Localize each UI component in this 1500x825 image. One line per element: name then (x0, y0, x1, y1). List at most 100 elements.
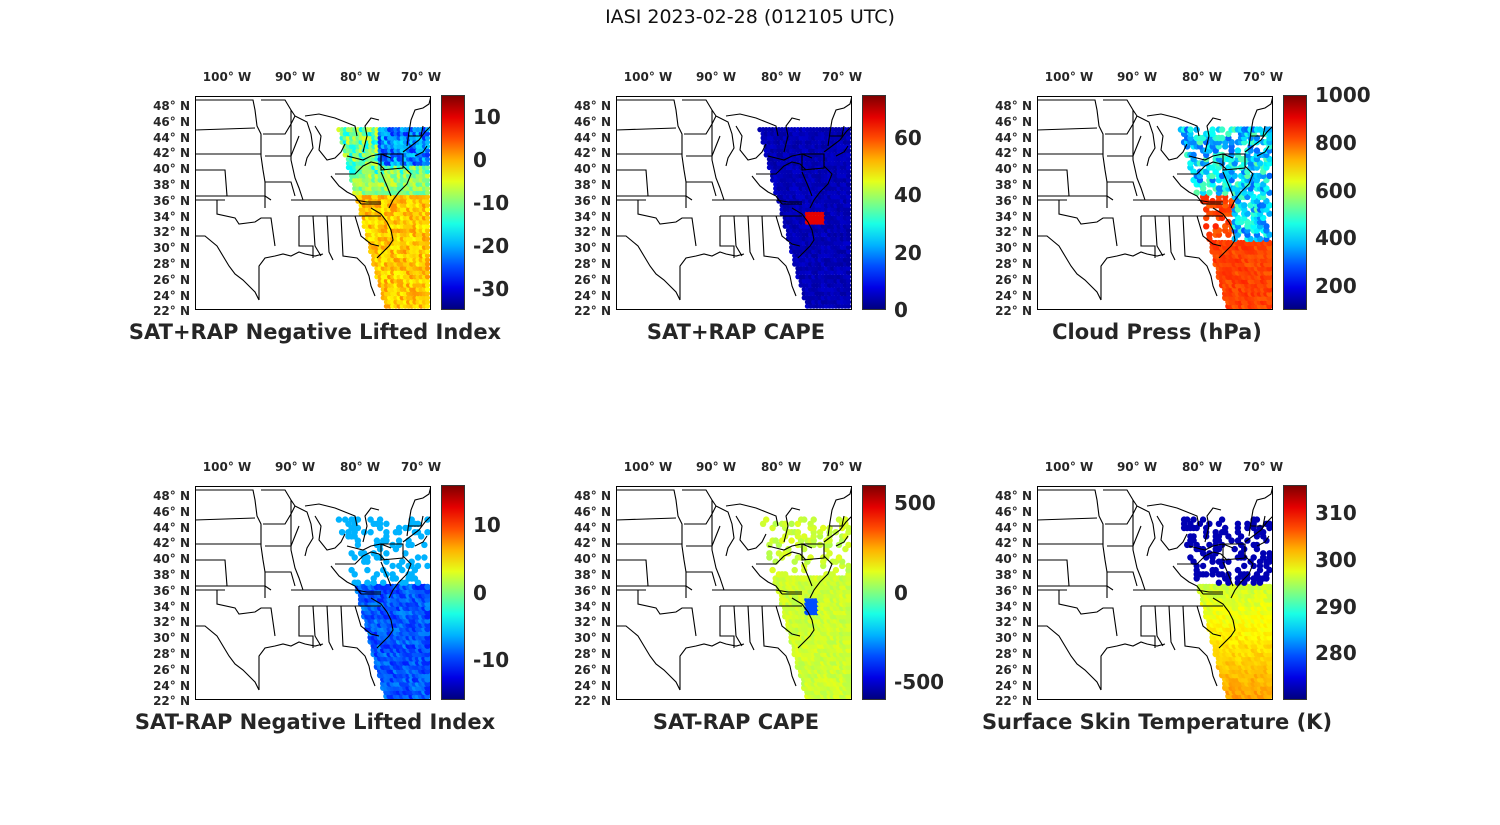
data-overlay (336, 127, 431, 309)
data-point (424, 131, 431, 137)
lon-label-70w: 70° W (1242, 70, 1284, 84)
data-point (424, 227, 431, 234)
data-point (364, 566, 371, 574)
lat-label: 22° N (153, 694, 190, 709)
lon-label-100w: 100° W (202, 460, 252, 474)
data-point (845, 139, 852, 145)
boundary-line (1248, 486, 1273, 537)
colorbar (1283, 95, 1307, 310)
lon-label-80w: 80° W (1181, 70, 1223, 84)
lat-label: 46° N (153, 114, 190, 129)
data-point (414, 520, 422, 527)
data-point (1266, 583, 1273, 591)
boundary-line (195, 489, 272, 591)
data-point (845, 148, 852, 154)
boundary-line (616, 99, 693, 201)
boundary-line (1100, 641, 1166, 690)
colorbar-tick-label: 310 (1315, 501, 1357, 526)
boundary-line (414, 535, 428, 547)
lat-label: 34° N (574, 599, 611, 614)
colorbar-tick-label: 290 (1315, 594, 1357, 619)
data-point (383, 550, 390, 557)
colorbar-tick-label: -20 (473, 233, 510, 258)
boundary-line (1248, 96, 1273, 147)
data-point (801, 533, 808, 540)
data-point (845, 282, 852, 288)
boundary-line (380, 561, 392, 587)
boundary-line (195, 625, 260, 691)
boundary-line (195, 559, 228, 587)
boundary-line (225, 585, 266, 598)
data-point (1199, 516, 1207, 523)
lat-label: 30° N (574, 631, 611, 646)
boundary-line (823, 125, 852, 153)
colorbar-tick-label: 20 (894, 240, 922, 265)
boundary-line (711, 110, 725, 201)
data-point (424, 152, 431, 158)
boundary-line (1222, 561, 1234, 587)
data-point (424, 223, 431, 229)
data-point (421, 554, 428, 561)
data-point (424, 177, 431, 183)
colorbar-ticks: 10 0 -10 -20 -30 (473, 95, 563, 310)
data-point (845, 265, 852, 271)
data-point (1266, 520, 1273, 527)
lat-label: 24° N (995, 288, 1032, 303)
state-boundaries (616, 96, 852, 310)
lat-label: 38° N (995, 178, 1032, 192)
lon-label-70w: 70° W (821, 460, 863, 474)
boundary-line (362, 507, 380, 543)
data-point (424, 202, 431, 208)
data-point (845, 164, 852, 171)
data-point (376, 554, 384, 561)
data-point (424, 286, 431, 292)
data-point (424, 295, 431, 301)
data-point (845, 541, 852, 549)
boundary-line (735, 125, 767, 161)
boundary-line (1168, 605, 1176, 651)
boundary-line (346, 543, 392, 551)
data-point (845, 248, 852, 255)
lat-label: 32° N (995, 225, 1032, 240)
lat-label: 38° N (153, 178, 190, 192)
data-point (772, 537, 779, 544)
panel-title: SAT-RAP CAPE (652, 710, 820, 734)
data-point (801, 516, 808, 523)
data-point (1253, 147, 1261, 154)
data-point (1209, 197, 1216, 205)
boundary-line (616, 127, 677, 131)
data-point (424, 529, 431, 536)
lat-label: 32° N (153, 225, 190, 240)
boundary-line (775, 215, 801, 247)
boundary-line (827, 486, 852, 537)
boundary-line (354, 215, 380, 247)
data-point (1190, 533, 1197, 540)
data-point (1212, 566, 1219, 574)
data-point (424, 274, 431, 280)
boundary-line (1156, 125, 1188, 161)
boundary-line (1107, 525, 1142, 547)
data-point (845, 223, 852, 229)
boundary-line (809, 165, 833, 209)
lon-label-80w: 80° W (1181, 460, 1223, 474)
lat-label: 42° N (574, 536, 611, 551)
data-point (1203, 223, 1210, 230)
data-point (424, 164, 431, 171)
map-frame (1037, 486, 1273, 700)
latitude-labels: 48° N 46° N 44° N 42° N 40° N 38° N 36° N 34° N… (526, 486, 611, 708)
data-point (370, 550, 377, 557)
boundary-line (330, 175, 362, 205)
lat-label: 42° N (574, 146, 611, 161)
data-point (424, 215, 431, 221)
boundary-line (263, 505, 296, 525)
boundary-line (835, 535, 849, 547)
boundary-line (616, 489, 693, 591)
data-point (845, 173, 852, 179)
lat-label: 26° N (153, 662, 190, 677)
boundary-line (263, 115, 296, 135)
boundary-line (1172, 565, 1204, 595)
latitude-labels: 48° N 46° N 44° N 42° N 40° N 38° N 36° N 34° N… (105, 96, 190, 318)
boundary-line (767, 543, 813, 551)
data-point (1212, 529, 1219, 536)
boundary-line (195, 235, 260, 301)
